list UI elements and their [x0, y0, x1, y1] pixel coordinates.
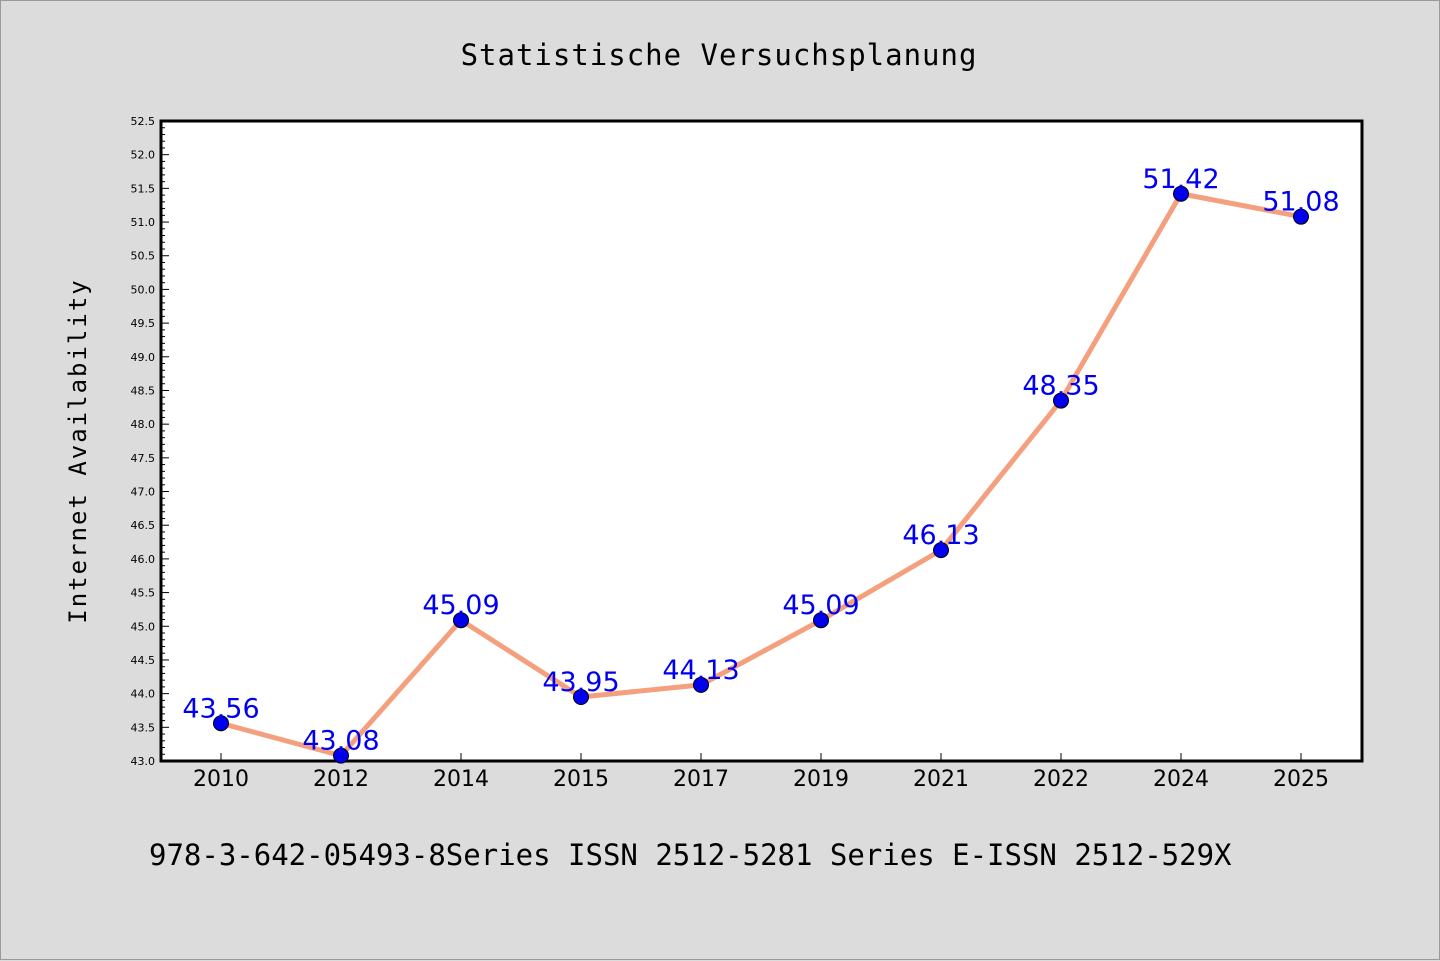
chart-title: Statistische Versuchsplanung [461, 38, 978, 72]
data-point [1293, 208, 1309, 225]
y-tick-label: 43.5 [131, 721, 156, 734]
x-tick-label: 2019 [793, 767, 849, 792]
footer-text: 978-3-642-05493-8Series ISSN 2512-5281 S… [149, 838, 1232, 872]
y-tick-label: 46.5 [131, 519, 156, 532]
x-tick-label: 2014 [433, 767, 489, 792]
data-point [573, 689, 589, 705]
y-tick-label: 52.5 [131, 115, 156, 128]
x-tick-label: 2025 [1273, 767, 1329, 792]
data-label: 51.42 [1142, 164, 1219, 195]
data-point [213, 715, 229, 732]
data-labels: 43.56 43.08 45.09 43.95 44.13 45.09 46.13 48.35… [182, 164, 1339, 757]
y-tick-label: 48.5 [131, 384, 156, 397]
y-tick-label: 51.5 [131, 182, 156, 195]
data-label: 43.95 [542, 667, 619, 698]
y-tick-label: 45.0 [131, 620, 156, 633]
series-line [218, 191, 1304, 759]
y-tick-label: 47.5 [131, 452, 156, 465]
series-markers [213, 185, 1309, 764]
x-tick-label: 2015 [553, 767, 609, 792]
data-point [1173, 185, 1189, 202]
data-point [693, 676, 709, 693]
data-label: 43.56 [182, 693, 259, 724]
y-tick-label: 44.5 [131, 654, 156, 667]
y-tick-label: 49.0 [131, 351, 156, 364]
data-label: 45.09 [782, 590, 859, 621]
y-tick-label: 46.0 [131, 553, 156, 566]
y-tick-label: 50.5 [131, 250, 156, 263]
data-point [453, 612, 469, 629]
plot-area [159, 119, 1364, 763]
data-label: 43.08 [302, 726, 379, 757]
data-label: 48.35 [1022, 371, 1099, 402]
y-tick-label: 50.0 [131, 283, 156, 296]
x-tick-label: 2024 [1153, 767, 1209, 792]
y-tick-label: 47.0 [131, 486, 156, 499]
y-tick-label: 49.5 [131, 317, 156, 330]
x-axis: 2010 2012 2014 2015 2017 2019 2021 2022 2024 2025 [193, 753, 1329, 792]
x-tick-label: 2021 [913, 767, 969, 792]
data-point [813, 612, 829, 629]
y-tick-label: 48.0 [131, 418, 156, 431]
x-tick-label: 2022 [1033, 767, 1089, 792]
data-point [1053, 392, 1069, 409]
y-axis: 43.0 43.5 44.0 44.5 45.0 45.5 46.0 46.5 47.0 47.5… [131, 115, 169, 768]
x-tick-label: 2010 [193, 767, 249, 792]
y-tick-label: 45.5 [131, 587, 156, 600]
data-label: 51.08 [1262, 187, 1339, 218]
x-tick-label: 2012 [313, 767, 369, 792]
y-tick-label: 51.0 [131, 216, 156, 229]
y-axis-label: Internet Availability [64, 278, 92, 623]
y-tick-label: 44.0 [131, 688, 156, 701]
data-label: 45.09 [422, 590, 499, 621]
x-tick-label: 2017 [673, 767, 729, 792]
data-point [333, 747, 349, 764]
y-tick-label: 43.0 [131, 755, 156, 768]
data-label: 44.13 [662, 655, 739, 686]
data-point [933, 542, 949, 559]
y-tick-label: 52.0 [131, 149, 156, 162]
data-label: 46.13 [902, 520, 979, 551]
